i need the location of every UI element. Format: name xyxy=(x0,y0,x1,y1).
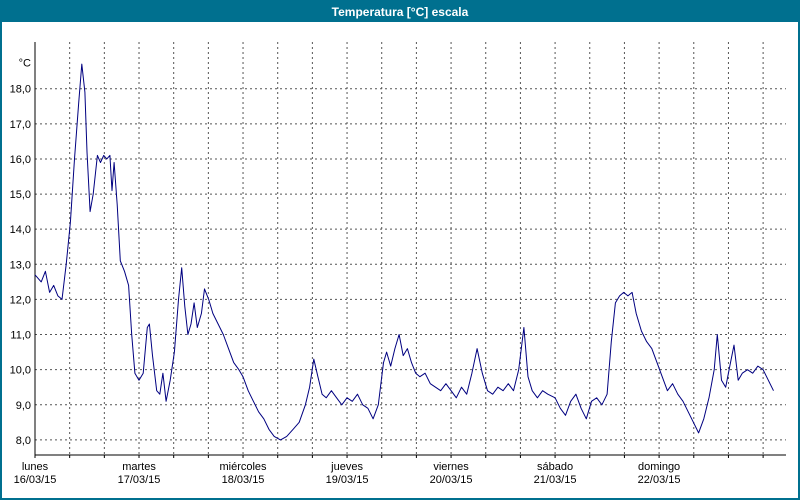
y-tick-label: 13,0 xyxy=(10,259,31,271)
axis-lines xyxy=(34,42,786,456)
x-day-label: lunes xyxy=(22,461,49,473)
x-day-label: viernes xyxy=(433,461,469,473)
x-date-label: 22/03/15 xyxy=(638,474,681,486)
y-gridlines xyxy=(35,88,786,441)
y-tick-label: 16,0 xyxy=(10,154,31,166)
y-tick-label: 12,0 xyxy=(10,294,31,306)
temperature-series xyxy=(34,63,774,441)
x-day-label: miércoles xyxy=(219,461,267,473)
window-titlebar: Temperatura [°C] escala xyxy=(2,2,798,22)
chart-container: 8,0 9,0 10,0 11,0 12,0 13,0 14,0 15,0 16,0 17,0 18… xyxy=(2,22,798,498)
x-day-label: jueves xyxy=(330,461,363,473)
x-date-label: 21/03/15 xyxy=(534,474,577,486)
y-tick-label: 17,0 xyxy=(10,119,31,131)
window-title: Temperatura [°C] escala xyxy=(331,5,469,19)
x-date-label: 18/03/15 xyxy=(222,474,265,486)
x-date-label: 19/03/15 xyxy=(326,474,369,486)
x-day-label: martes xyxy=(122,461,156,473)
y-tick-label: 11,0 xyxy=(10,330,31,342)
y-tick-label: 9,0 xyxy=(16,400,31,412)
y-tick-label: 14,0 xyxy=(10,224,31,236)
x-date-label: 16/03/15 xyxy=(14,474,57,486)
y-tick-label: 10,0 xyxy=(10,365,31,377)
y-tick-label: 18,0 xyxy=(10,84,31,96)
y-axis-labels: 8,0 9,0 10,0 11,0 12,0 13,0 14,0 15,0 16,0 17,0 18… xyxy=(10,58,31,447)
y-tick-label: 8,0 xyxy=(16,435,31,447)
x-day-label: domingo xyxy=(638,461,680,473)
x-date-label: 20/03/15 xyxy=(430,474,473,486)
x-gridlines xyxy=(34,42,764,455)
temperature-line xyxy=(34,63,774,441)
y-unit-label: °C xyxy=(19,58,31,70)
x-date-label: 17/03/15 xyxy=(118,474,161,486)
temperature-chart: 8,0 9,0 10,0 11,0 12,0 13,0 14,0 15,0 16,0 17,0 18… xyxy=(10,42,786,486)
y-tick-label: 15,0 xyxy=(10,189,31,201)
x-day-label: sábado xyxy=(537,461,573,473)
